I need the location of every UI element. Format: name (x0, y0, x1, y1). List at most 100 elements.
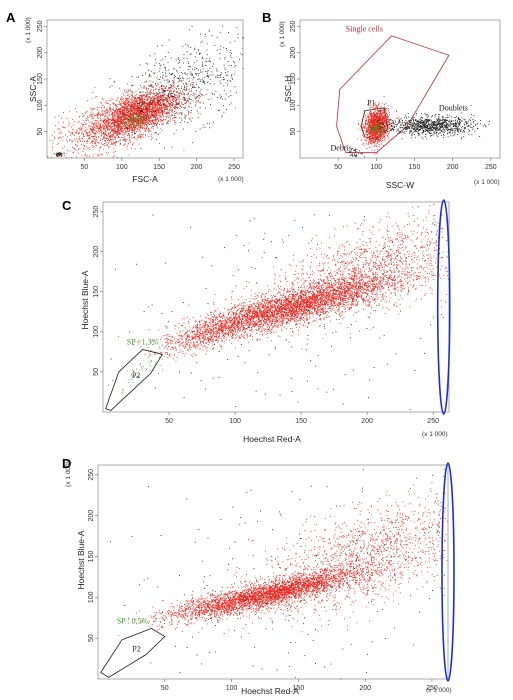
panel-a-point (140, 109, 142, 111)
panel-a-point (111, 124, 113, 125)
panel-a-point (139, 107, 141, 109)
panel-a-point (152, 114, 153, 116)
panel-a-point (126, 90, 128, 92)
panel-a-point (139, 110, 141, 112)
panel-a-point (115, 141, 117, 143)
panel-a-point (198, 78, 200, 80)
panel-a-point (129, 89, 131, 91)
panel-a-point (134, 100, 136, 102)
panel-a-point (195, 93, 197, 95)
panel-a-point (164, 88, 166, 89)
panel-a-point (102, 144, 104, 146)
panel-b-point (384, 110, 386, 112)
panel-a-point (142, 75, 143, 76)
panel-a-point (142, 101, 144, 103)
panel-a-point (180, 122, 181, 124)
panel-a-point (145, 135, 147, 137)
panel-a-point (242, 47, 244, 49)
panel-a-point (112, 119, 114, 121)
panel-a-point (81, 127, 83, 129)
panel-a-point (139, 103, 140, 105)
panel-a-point (143, 116, 145, 117)
panel-a-point (201, 94, 203, 96)
panel-a-point (101, 133, 103, 134)
panel-a-point (94, 143, 96, 145)
panel-a-point (118, 123, 120, 125)
panel-a-point (138, 99, 140, 101)
panel-a-point (107, 127, 109, 129)
panel-a-point (127, 143, 129, 145)
panel-a-point (211, 92, 213, 94)
panel-a-point (129, 118, 131, 120)
panel-a-point (102, 121, 104, 123)
panel-a-point (130, 111, 132, 113)
panel-a-point (160, 119, 162, 121)
panel-a-point (193, 76, 194, 78)
panel-a-point (94, 134, 96, 136)
panel-a-point (99, 126, 101, 127)
panel-a-point (145, 121, 147, 123)
panel-a-point (169, 107, 171, 109)
panel-a-point (84, 131, 85, 133)
panel-a-point (92, 155, 94, 157)
panel-a-point (147, 122, 149, 124)
panel-a-point (162, 78, 164, 80)
panel-a-point (134, 126, 136, 128)
panel-a-point (138, 112, 140, 114)
panel-a-point (115, 105, 117, 107)
panel-a-point (109, 122, 111, 124)
panel-a-point (219, 58, 221, 60)
panel-a-point (135, 101, 136, 103)
panel-a-point (87, 116, 89, 118)
panel-a-point (173, 96, 175, 97)
panel-a-point (157, 109, 159, 111)
panel-a-point (123, 143, 125, 145)
panel-a-point (168, 87, 170, 89)
panel-a-point (167, 69, 169, 71)
panel-a-point (152, 99, 154, 101)
panel-a-point (92, 131, 94, 132)
panel-b-point (374, 138, 376, 140)
panel-a-point (140, 122, 142, 124)
panel-a-point (132, 106, 134, 108)
panel-a-point (160, 102, 161, 104)
panel-a-point (160, 105, 162, 107)
panel-a-point (189, 98, 191, 100)
panel-b-point (368, 126, 370, 128)
panel-a-point (164, 67, 166, 69)
panel-b-point (384, 125, 386, 127)
panel-a-point (155, 103, 156, 105)
panel-b-point (381, 119, 383, 121)
panel-a-point (158, 70, 160, 72)
panel-b-point (378, 112, 379, 114)
panel-a-point (143, 86, 145, 87)
panel-b-point (373, 124, 375, 125)
panel-a-point (182, 73, 184, 75)
panel-b-point (375, 104, 377, 106)
panel-a-point (116, 121, 118, 123)
panel-a-point (89, 135, 91, 137)
panel-a-point (164, 103, 166, 104)
panel-a-point (195, 104, 197, 106)
panel-a-point (122, 112, 123, 114)
panel-a-point (148, 115, 150, 117)
panel-b-point (363, 145, 365, 147)
panel-a-point (105, 112, 107, 114)
panel-a-point (118, 141, 120, 142)
panel-a-point (131, 111, 132, 112)
panel-a-point (150, 93, 151, 95)
panel-a-point (130, 129, 132, 131)
panel-a-point (124, 102, 126, 103)
panel-a-point (57, 128, 59, 130)
panel-a-point (117, 119, 119, 121)
panel-a-point (145, 115, 147, 117)
panel-a-point (186, 57, 188, 59)
panel-b-point (369, 141, 371, 143)
panel-a-point (151, 113, 152, 114)
panel-b-gate-label: Single cells (346, 25, 383, 34)
panel-label-c: C (62, 198, 72, 213)
panel-a-point (156, 104, 158, 106)
panel-a-point (240, 53, 242, 55)
panel-a-point (162, 72, 164, 74)
panel-a-point (103, 113, 105, 115)
